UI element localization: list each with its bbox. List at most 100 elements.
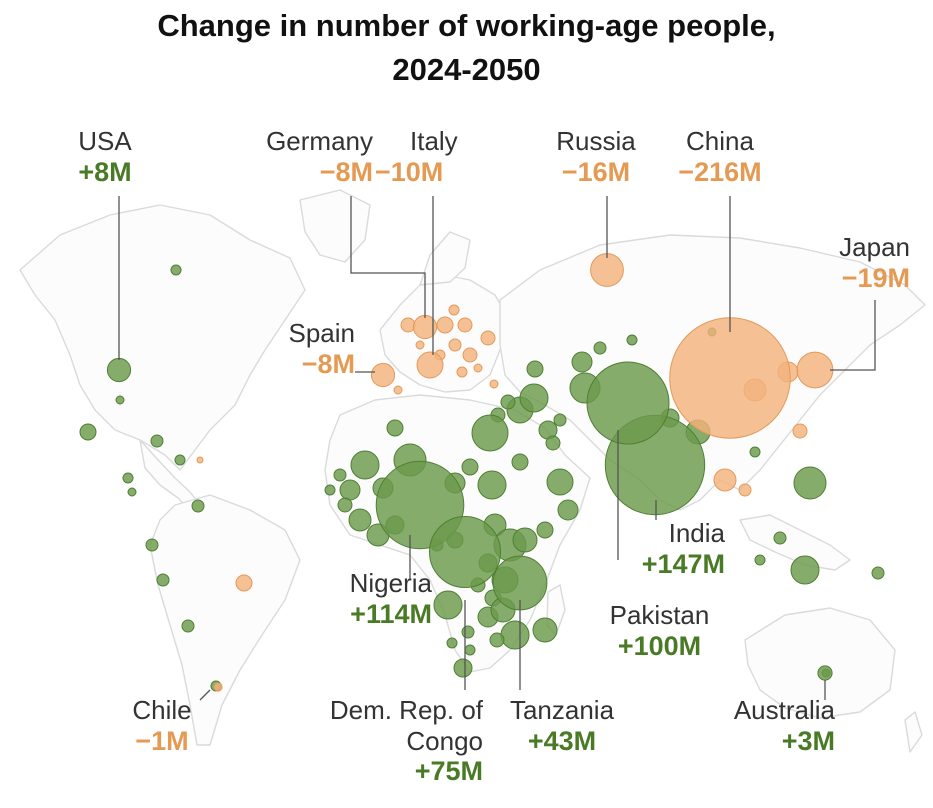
bubble-china (669, 317, 791, 439)
label-italy: Italy −10M (375, 126, 480, 189)
label-china: China −216M (655, 126, 785, 189)
label-germany: Germany −8M (228, 126, 373, 189)
country-bubble-37 (553, 413, 567, 427)
label-drc-value: +75M (414, 756, 483, 787)
country-bubble-4 (174, 454, 186, 466)
label-japan-value: −19M (841, 262, 910, 293)
country-bubble-49 (738, 483, 752, 497)
country-bubble-48 (713, 468, 737, 492)
country-bubble-63 (324, 484, 336, 496)
label-spain: Spain −8M (255, 318, 356, 381)
country-bubble-23 (473, 363, 483, 373)
label-usa-value: +8M (78, 156, 132, 187)
country-bubble-21 (415, 340, 425, 350)
label-spain-name: Spain (288, 318, 356, 348)
label-india-value: +147M (641, 548, 725, 579)
leader-line-germany (350, 196, 426, 318)
country-bubble-3 (150, 434, 164, 448)
label-nigeria-name: Nigeria (349, 568, 432, 598)
country-bubble-24 (489, 379, 499, 389)
country-bubble-10 (181, 619, 195, 633)
country-bubble-86 (532, 617, 558, 643)
country-bubble-90 (446, 637, 458, 649)
country-bubble-64 (337, 497, 353, 513)
country-bubble-36 (545, 435, 561, 451)
bubble-italy (416, 351, 444, 379)
country-bubble-9 (156, 573, 170, 587)
label-pakistan-value: +100M (617, 630, 702, 661)
country-bubble-17 (480, 330, 496, 346)
country-bubble-41 (593, 341, 607, 355)
chart-title: Change in number of working-age people, … (0, 4, 933, 92)
country-bubble-7 (191, 499, 205, 513)
country-bubble-16 (457, 317, 473, 333)
label-australia-name: Australia (733, 695, 835, 725)
country-bubble-88 (461, 625, 475, 639)
country-bubble-58 (386, 419, 404, 437)
bubble-spain (370, 362, 396, 388)
label-nigeria: Nigeria +114M (302, 568, 432, 631)
country-bubble-2 (115, 395, 125, 405)
country-bubble-38 (546, 468, 574, 496)
label-germany-name: Germany (266, 126, 373, 156)
label-usa-name: USA (78, 126, 132, 156)
australia-outline (744, 607, 896, 719)
label-tanzania-value: +43M (527, 725, 597, 756)
bubble-chile (213, 682, 223, 692)
country-bubble-19 (448, 338, 462, 352)
country-bubble-75 (512, 527, 538, 553)
label-drc-name: Dem. Rep. of (329, 695, 483, 725)
country-bubble-31 (519, 383, 549, 413)
country-bubble-53 (871, 566, 885, 580)
country-bubble-61 (339, 479, 361, 501)
country-bubble-76 (536, 521, 554, 539)
country-bubble-70 (461, 458, 479, 476)
bubble-pakistan (586, 361, 670, 445)
label-russia: Russia −16M (540, 126, 652, 189)
country-bubble-0 (170, 264, 182, 276)
country-bubble-79 (433, 590, 463, 620)
country-bubble-6 (127, 487, 137, 497)
label-tanzania-name: Tanzania (509, 695, 615, 725)
country-bubble-59 (350, 450, 380, 480)
country-bubble-62 (333, 468, 347, 482)
label-tanzania: Tanzania +43M (493, 695, 631, 758)
label-chile-name: Chile (132, 695, 192, 725)
label-russia-name: Russia (556, 126, 636, 156)
label-pakistan-name: Pakistan (609, 600, 710, 630)
north-america-outline (19, 204, 306, 471)
country-bubble-5 (122, 472, 134, 484)
country-bubble-39 (557, 499, 579, 521)
label-nigeria-value: +114M (350, 598, 432, 629)
country-bubble-18 (462, 347, 478, 363)
label-china-value: −216M (678, 156, 762, 187)
country-bubble-50 (749, 446, 761, 458)
country-bubble-27 (526, 360, 544, 378)
country-bubble-71 (477, 470, 507, 500)
leader-lines (118, 196, 876, 701)
label-drc-name-2: Congo (406, 725, 483, 756)
country-bubble-28 (571, 351, 593, 373)
title-line-2: 2024-2050 (392, 52, 541, 87)
bubble-russia (590, 253, 624, 287)
bubble-drc (428, 515, 502, 589)
country-bubble-47 (792, 423, 808, 439)
label-chile-value: −1M (135, 725, 189, 756)
country-bubble-55 (754, 554, 766, 566)
label-germany-value: −8M (319, 156, 373, 187)
label-chile: Chile −1M (118, 695, 206, 758)
country-bubble-52 (790, 555, 820, 585)
leader-line-chile (199, 689, 211, 701)
bubble-japan (796, 351, 834, 389)
country-bubble-85 (500, 620, 530, 650)
bubble-australia (817, 665, 833, 681)
country-bubble-15 (436, 316, 454, 334)
country-bubble-40 (511, 453, 529, 471)
scandinavia-outline (419, 231, 471, 286)
country-bubble-22 (456, 366, 468, 378)
country-bubble-54 (773, 531, 787, 545)
greenland-outline (299, 189, 371, 263)
label-usa: USA +8M (70, 126, 140, 189)
country-bubble-14 (400, 317, 416, 333)
